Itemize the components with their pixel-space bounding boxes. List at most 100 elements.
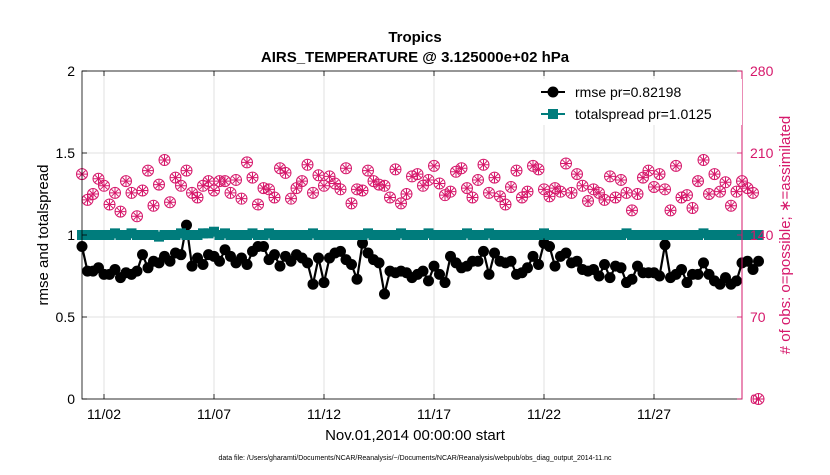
data-file-footnote: data file: /Users/gharamti/Documents/NCA…: [218, 455, 612, 462]
obs-assimilated-point: [319, 180, 329, 191]
rmse-point: [615, 262, 627, 274]
legend-spread-label: totalspread pr=1.0125: [575, 106, 712, 122]
totalspread-point: [627, 230, 637, 240]
obs-assimilated-point: [275, 163, 285, 174]
totalspread-point: [434, 230, 445, 240]
y2-tick-label: 70: [750, 309, 766, 325]
obs-assimilated-point: [478, 159, 489, 170]
rmse-point: [423, 275, 434, 287]
totalspread-point: [632, 230, 643, 240]
obs-assimilated-point: [753, 394, 764, 404]
y-tick-label: 0.5: [56, 309, 76, 325]
series-group-3: [77, 155, 764, 404]
obs-assimilated-point: [528, 160, 538, 171]
totalspread-point: [643, 230, 654, 240]
totalspread-point: [385, 230, 395, 240]
obs-assimilated-point: [698, 155, 709, 166]
rmse-point: [335, 245, 346, 257]
chart-title: Tropics: [388, 29, 441, 46]
obs-possible-point: [169, 171, 182, 184]
rmse-point: [373, 257, 385, 269]
obs-possible-point: [120, 175, 132, 188]
obs-possible-point: [615, 173, 627, 186]
totalspread-point: [720, 230, 731, 240]
obs-possible-point: [400, 188, 413, 200]
obs-possible-point: [472, 173, 484, 186]
obs-assimilated-point: [368, 176, 379, 187]
obs-assimilated-point: [665, 205, 676, 216]
obs-assimilated-point: [93, 173, 104, 184]
totalspread-point: [478, 230, 489, 240]
chart-subtitle: AIRS_TEMPERATURE @ 3.125000e+02 hPa: [261, 49, 570, 66]
obs-possible-point: [395, 197, 407, 210]
obs-possible-point: [494, 190, 506, 203]
obs-possible-point: [224, 186, 237, 199]
obs-assimilated-point: [396, 198, 406, 209]
rmse-point: [181, 219, 192, 231]
rmse-point: [351, 273, 363, 285]
rmse-point: [439, 277, 451, 289]
obs-possible-point: [334, 183, 347, 196]
obs-assimilated-point: [253, 199, 263, 210]
totalspread-point: [275, 230, 285, 240]
rmse-point: [302, 257, 313, 269]
obs-possible-point: [499, 198, 512, 211]
series-layer: [76, 154, 765, 405]
totalspread-point: [176, 228, 186, 239]
rmse-point: [434, 268, 445, 280]
obs-assimilated-point: [192, 192, 203, 203]
obs-assimilated-point: [555, 186, 566, 197]
x-tick-label: 11/27: [637, 406, 671, 422]
totalspread-point: [583, 230, 593, 240]
totalspread-point: [352, 230, 362, 240]
series-group-1: [77, 226, 764, 242]
totalspread-point: [473, 230, 483, 240]
totalspread-point: [429, 230, 439, 240]
y-tick-label: 0: [67, 391, 75, 407]
totalspread-point: [192, 230, 203, 240]
obs-possible-point: [114, 205, 127, 218]
obs-possible-point: [109, 186, 121, 199]
totalspread-point: [291, 230, 302, 240]
totalspread-point: [93, 230, 104, 240]
obs-possible-point: [307, 186, 319, 199]
totalspread-point: [731, 230, 742, 240]
totalspread-point: [456, 230, 467, 240]
obs-assimilated-point: [115, 206, 126, 217]
obs-possible-point: [560, 157, 572, 170]
obs-possible-point: [565, 186, 578, 199]
obs-assimilated-point: [412, 169, 423, 180]
obs-assimilated-point: [583, 196, 593, 207]
obs-assimilated-point: [181, 165, 192, 176]
y-tick-label: 2: [67, 63, 75, 79]
obs-assimilated-point: [473, 174, 483, 185]
obs-assimilated-point: [742, 183, 753, 194]
obs-assimilated-point: [451, 166, 461, 177]
obs-assimilated-point: [748, 187, 758, 198]
totalspread-point: [280, 230, 291, 240]
obs-assimilated-point: [297, 176, 307, 187]
totalspread-point: [533, 230, 544, 240]
totalspread-point: [82, 230, 93, 240]
obs-assimilated-point: [269, 192, 280, 203]
obs-assimilated-point: [335, 184, 346, 195]
totalspread-point: [445, 230, 456, 240]
obs-assimilated-point: [484, 187, 494, 198]
rmse-point: [274, 260, 286, 272]
obs-assimilated-point: [495, 191, 505, 202]
obs-possible-point: [142, 164, 154, 177]
rmse-point: [379, 288, 390, 300]
obs-assimilated-point: [363, 165, 373, 176]
obs-possible-point: [246, 171, 259, 184]
obs-possible-point: [505, 180, 517, 193]
totalspread-point: [649, 230, 659, 240]
totalspread-point: [401, 230, 412, 240]
totalspread-point: [698, 228, 709, 239]
rmse-point: [505, 255, 517, 267]
totalspread-point: [555, 230, 566, 240]
obs-assimilated-point: [649, 181, 659, 192]
totalspread-point: [165, 230, 175, 240]
totalspread-point: [511, 230, 522, 240]
axes-layer: 11/02 11/07 11/12 11/17 11/22 11/27 0 0.5 1 1.5 2 0…: [56, 63, 774, 422]
legend-rmse-marker: [547, 86, 559, 98]
